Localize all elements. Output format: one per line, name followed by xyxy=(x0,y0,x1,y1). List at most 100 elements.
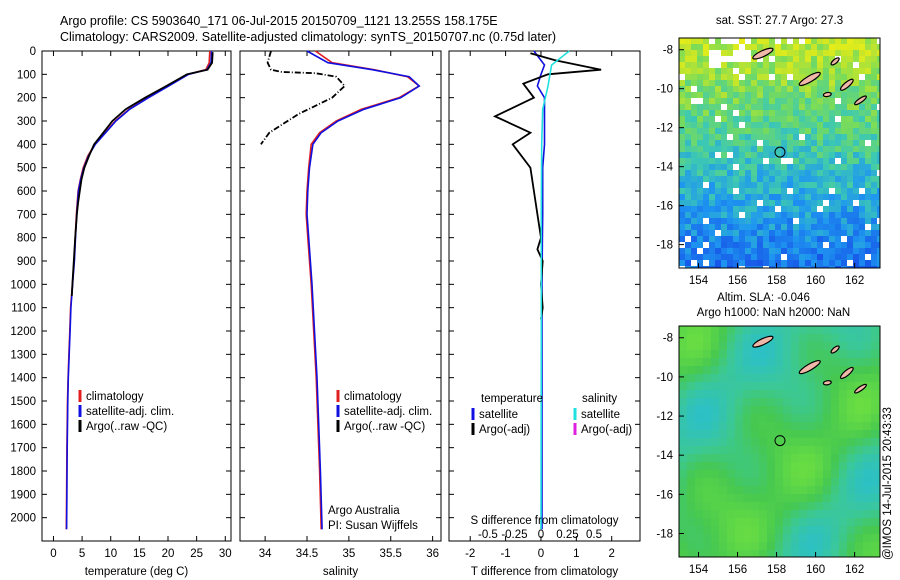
map-cell xyxy=(697,188,703,194)
map-cell xyxy=(769,38,775,44)
map-cell xyxy=(715,110,721,116)
plot-frame xyxy=(41,50,232,542)
x-tick-label: 162 xyxy=(845,564,864,576)
map-cell xyxy=(823,430,831,438)
map-cell xyxy=(805,152,811,158)
x-tick-label: 20 xyxy=(162,548,175,560)
map-cell xyxy=(793,248,799,254)
map-cell xyxy=(757,116,763,122)
map-cell xyxy=(793,224,799,230)
map-cell xyxy=(841,116,847,122)
map-cell xyxy=(679,518,687,526)
map-cell xyxy=(793,146,799,152)
map-cell xyxy=(877,152,880,158)
map-cell xyxy=(853,182,859,188)
y-tick-label: 2000 xyxy=(10,513,36,525)
map-cell xyxy=(703,182,709,188)
map-cell xyxy=(709,200,715,206)
map-cell xyxy=(733,182,739,188)
map-cell xyxy=(871,422,879,430)
map-cell xyxy=(799,406,807,414)
map-cell xyxy=(787,62,793,68)
map-cell xyxy=(721,68,727,74)
map-cell xyxy=(835,92,841,98)
map-cell xyxy=(793,230,799,236)
map-cell xyxy=(695,438,703,446)
map-cell xyxy=(711,518,719,526)
map-cell xyxy=(751,92,757,98)
map-cell xyxy=(863,478,871,486)
map-cell xyxy=(703,188,709,194)
map-cell xyxy=(847,406,855,414)
map-cell xyxy=(697,206,703,212)
map-cell xyxy=(823,116,829,122)
map-cell xyxy=(763,212,769,218)
map-cell xyxy=(679,350,687,358)
map-cell xyxy=(743,454,751,462)
map-cell xyxy=(767,350,775,358)
map-cell xyxy=(775,406,783,414)
map-cell xyxy=(697,134,703,140)
map-cell xyxy=(727,526,735,534)
map-cell xyxy=(697,212,703,218)
map-cell xyxy=(811,104,817,110)
map-cell xyxy=(703,414,711,422)
map-cell xyxy=(733,98,739,104)
x-tick-label: 154 xyxy=(689,564,709,576)
map-cell xyxy=(679,74,685,80)
y-tick-label: 800 xyxy=(17,233,36,245)
map-cell xyxy=(759,534,767,542)
map-cell xyxy=(823,200,829,206)
x-tick-label: 1 xyxy=(573,548,579,560)
map-cell xyxy=(871,366,879,374)
map-cell xyxy=(859,260,865,266)
map-cell xyxy=(839,382,847,390)
map-cell xyxy=(775,206,781,212)
map-cell xyxy=(811,176,817,182)
map-cell xyxy=(839,550,847,557)
map-cell xyxy=(811,128,817,134)
map-cell xyxy=(721,218,727,224)
map-cell xyxy=(775,518,783,526)
map-cell xyxy=(841,236,847,242)
map-cell xyxy=(751,116,757,122)
map-cell xyxy=(823,342,831,350)
map-cell xyxy=(727,104,733,110)
map-cell xyxy=(727,212,733,218)
map-cell xyxy=(751,414,759,422)
map-cell xyxy=(685,56,691,62)
map-cell xyxy=(871,248,877,254)
map-cell xyxy=(805,122,811,128)
map-cell xyxy=(859,128,865,134)
map-cell xyxy=(697,242,703,248)
map-cell xyxy=(823,534,831,542)
map-cell xyxy=(739,62,745,68)
map-cell xyxy=(709,218,715,224)
map-cell xyxy=(751,134,757,140)
map-cell xyxy=(703,534,711,542)
map-cell xyxy=(865,170,871,176)
map-cell xyxy=(703,146,709,152)
map-cell xyxy=(703,128,709,134)
map-cell xyxy=(745,242,751,248)
map-cell xyxy=(767,518,775,526)
map-cell xyxy=(793,110,799,116)
map-cell xyxy=(863,510,871,518)
map-cell xyxy=(719,526,727,534)
map-cell xyxy=(823,224,829,230)
map-cell xyxy=(877,116,880,122)
map-cell xyxy=(811,164,817,170)
map-cell xyxy=(685,212,691,218)
map-cell xyxy=(685,110,691,116)
map-cell xyxy=(697,200,703,206)
map-cell xyxy=(751,358,759,366)
map-cell xyxy=(697,182,703,188)
map-cell xyxy=(847,470,855,478)
map-cell xyxy=(703,170,709,176)
y-tick-label: -16 xyxy=(656,201,673,213)
map-cell xyxy=(859,254,865,260)
map-cell xyxy=(769,218,775,224)
map-cell xyxy=(679,486,687,494)
map-cell xyxy=(835,140,841,146)
argo-location-marker xyxy=(774,146,786,158)
